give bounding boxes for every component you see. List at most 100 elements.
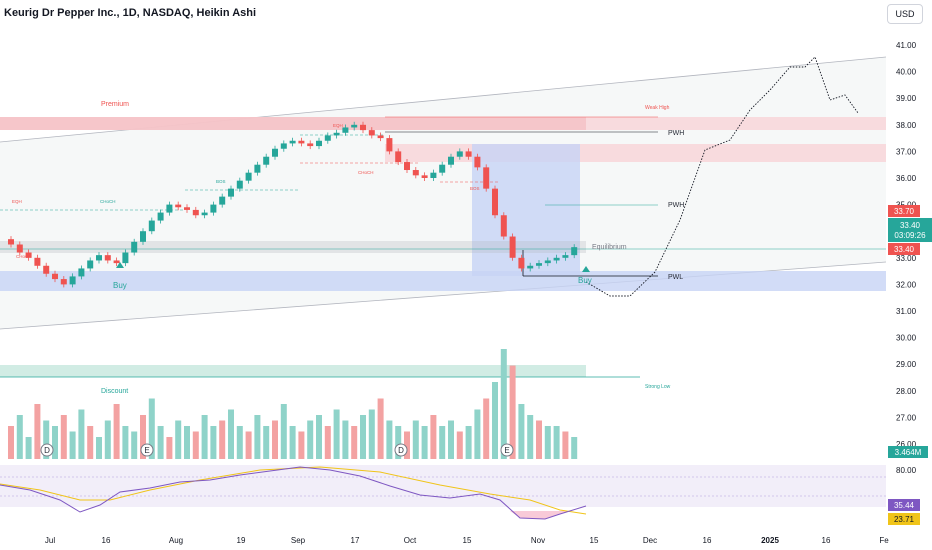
candle	[272, 145, 278, 160]
candle	[536, 260, 542, 269]
volume-bar	[254, 415, 261, 459]
candle	[430, 169, 437, 181]
candle	[500, 212, 507, 240]
volume-bar	[553, 426, 560, 459]
candle	[131, 238, 138, 256]
svg-text:33.40: 33.40	[894, 245, 915, 254]
volume-bar	[34, 404, 41, 459]
rsi-tick-80: 80.00	[896, 466, 917, 475]
svg-text:33.40: 33.40	[900, 221, 921, 230]
rsi-ma-tag: 23.71	[888, 513, 920, 525]
candle	[34, 254, 41, 269]
time-axis-tick: Sep	[291, 536, 306, 545]
chart-title: Keurig Dr Pepper Inc., 1D, NASDAQ, Heiki…	[4, 7, 257, 19]
candle	[412, 167, 419, 179]
buy-arrow-icon	[116, 262, 124, 268]
volume-bar	[342, 420, 349, 459]
candle	[474, 153, 481, 171]
volume-bar	[571, 437, 578, 459]
candle	[113, 257, 120, 267]
time-axis-tick: Jul	[45, 536, 55, 545]
candle	[360, 121, 366, 134]
price-axis-tick: 33.00	[896, 254, 917, 263]
dividend-marker-1[interactable]: D	[40, 443, 54, 457]
price-axis-tick: 28.00	[896, 387, 917, 396]
price-axis-tick: 41.00	[896, 41, 917, 50]
rsi-panel	[0, 466, 587, 520]
candle	[377, 132, 384, 142]
time-axis[interactable]: Jul 16 Aug 19 Sep 17 Oct 15 Nov 15 Dec 16 2025 16 Fe	[45, 536, 889, 545]
candle	[104, 252, 111, 264]
candle	[263, 153, 270, 168]
volume-bar	[360, 415, 366, 459]
time-axis-tick: 17	[351, 536, 360, 545]
svg-text:33.70: 33.70	[894, 207, 915, 216]
volume-bar	[96, 437, 102, 459]
choch-label-1: CHoCH	[100, 199, 116, 204]
weak-high-label: Weak High	[645, 105, 670, 111]
candle	[324, 132, 331, 144]
candle	[518, 254, 525, 272]
price-tag-current: 33.40 03:09:26	[888, 218, 932, 242]
choch-label-3: CHoCH	[16, 254, 32, 259]
dividend-marker-2[interactable]: D	[394, 443, 408, 457]
currency-selector[interactable]: USD	[887, 4, 923, 24]
volume-bar	[236, 426, 243, 459]
volume-bar	[324, 426, 331, 459]
price-axis-tick: 38.00	[896, 121, 917, 130]
price-axis-tick: 32.00	[896, 280, 917, 289]
pwl-label: PWL	[668, 274, 683, 281]
svg-text:3.464M: 3.464M	[895, 448, 922, 457]
svg-text:03:09:26: 03:09:26	[894, 231, 926, 240]
earnings-marker-1[interactable]: E	[140, 443, 154, 457]
volume-bar	[104, 420, 111, 459]
volume-bar	[544, 426, 551, 459]
earnings-marker-2[interactable]: E	[500, 443, 514, 457]
candle	[553, 254, 560, 264]
volume-bar	[368, 409, 375, 459]
volume-bar	[404, 431, 410, 459]
volume-bar	[184, 426, 190, 459]
candle	[245, 169, 252, 184]
candle	[219, 193, 226, 208]
price-axis-tick: 26.00	[896, 440, 917, 449]
time-axis-tick: Aug	[169, 536, 183, 545]
candle	[527, 262, 534, 272]
volume-bar	[60, 415, 67, 459]
price-axis-tick: 40.00	[896, 68, 917, 77]
candle	[509, 233, 516, 261]
eqh-label-2: EQH	[333, 123, 343, 128]
volume-bar	[412, 420, 419, 459]
volume-bar	[192, 431, 199, 459]
volume-bar	[113, 404, 120, 459]
choch-label-2: CHoCH	[358, 170, 374, 175]
volume-bar	[228, 409, 234, 459]
volume-bar	[289, 426, 296, 459]
volume-bar	[263, 426, 270, 459]
candle	[562, 252, 569, 261]
volume-bar	[536, 420, 542, 459]
candle	[184, 204, 190, 213]
svg-text:E: E	[144, 446, 149, 455]
price-axis-tick: 30.00	[896, 334, 917, 343]
candle	[544, 257, 551, 267]
candle	[456, 148, 463, 160]
candle	[8, 236, 14, 248]
volume-bar	[527, 415, 534, 459]
time-axis-tick: 15	[590, 536, 599, 545]
svg-text:23.71: 23.71	[894, 515, 915, 524]
time-axis-tick: 2025	[761, 536, 779, 545]
price-axis[interactable]: 41.0040.0039.0038.0037.0036.0035.0034.00…	[896, 41, 917, 449]
candle	[448, 153, 454, 168]
candle	[483, 164, 490, 192]
time-axis-tick: Nov	[531, 536, 545, 545]
volume-bar	[562, 431, 569, 459]
volume-bar	[272, 420, 278, 459]
price-tag-high: 33.70	[888, 205, 920, 217]
volume-bar	[219, 420, 226, 459]
volume-bar	[43, 420, 50, 459]
volume-bar	[439, 426, 446, 459]
volume-bar	[430, 415, 437, 459]
candles	[8, 121, 590, 288]
